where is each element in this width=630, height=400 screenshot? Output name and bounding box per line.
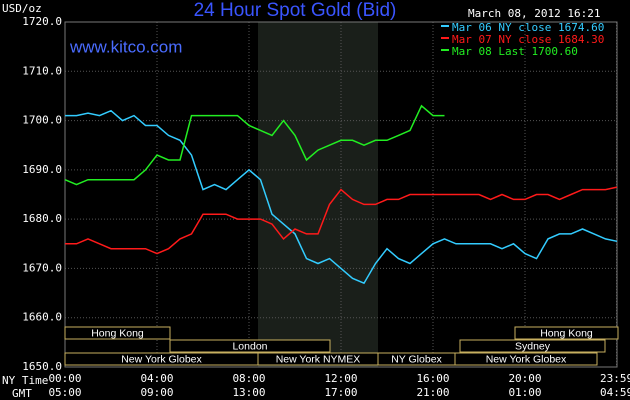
y-tick-label: 1650.0 <box>22 360 62 373</box>
session-label: Sydney <box>515 340 551 352</box>
session-bar <box>514 326 619 340</box>
session-bar <box>459 339 606 353</box>
x-tick-label: 08:00 <box>232 372 265 385</box>
x2-tick-label: 01:00 <box>508 386 541 399</box>
y-tick-label: 1670.0 <box>22 261 62 274</box>
x-tick-label: 23:59 <box>600 372 630 385</box>
session-label: Hong Kong <box>540 327 593 339</box>
y-tick-label: 1720.0 <box>22 15 62 28</box>
x2-tick-label: 17:00 <box>324 386 357 399</box>
x-tick-label: 16:00 <box>416 372 449 385</box>
x2-tick-label: 13:00 <box>232 386 265 399</box>
site: www.kitco.com <box>69 37 182 56</box>
session-bar <box>454 352 598 366</box>
y-tick-label: 1710.0 <box>22 64 62 77</box>
legend-entry: Mar 07 NY close 1684.30 <box>452 33 604 46</box>
series-line <box>65 109 618 285</box>
legend-swatch <box>441 25 449 27</box>
series-line <box>65 186 618 255</box>
chart-title: 24 Hour Spot Gold (Bid) <box>194 0 397 21</box>
y-label: USD/oz <box>2 2 42 15</box>
session-label: London <box>232 340 267 352</box>
session-bar <box>64 326 171 340</box>
y-tick-label: 1700.0 <box>22 114 62 127</box>
session-label: New York Globex <box>121 353 202 365</box>
session-label: NY Globex <box>391 353 442 365</box>
session-bar <box>169 339 331 353</box>
x-tick-label: 04:00 <box>140 372 173 385</box>
y-tick-label: 1690.0 <box>22 163 62 176</box>
nymex-shade <box>258 22 378 367</box>
x2-tick-label: 09:00 <box>140 386 173 399</box>
y-tick-label: 1660.0 <box>22 311 62 324</box>
session-label: New York Globex <box>486 353 567 365</box>
x2-row-label: GMT <box>12 387 32 400</box>
x-row-label: NY Time <box>2 374 48 387</box>
y-tick-label: 1680.0 <box>22 212 62 225</box>
plot-frame <box>64 21 618 368</box>
session-label: Hong Kong <box>91 327 144 339</box>
legend-swatch <box>441 37 449 39</box>
x-tick-label: 12:00 <box>324 372 357 385</box>
x2-tick-label: 21:00 <box>416 386 449 399</box>
legend-entry: Mar 06 NY close 1674.60 <box>452 21 604 34</box>
x2-tick-label: 04:59 <box>600 386 630 399</box>
x2-tick-label: 05:00 <box>48 386 81 399</box>
x-tick-label: 20:00 <box>508 372 541 385</box>
legend-swatch <box>441 49 449 51</box>
legend-entry: Mar 08 Last 1700.60 <box>452 45 578 58</box>
session-label: New York NYMEX <box>276 353 361 365</box>
series-line <box>64 104 445 186</box>
x-tick-label: 00:00 <box>48 372 81 385</box>
timestamp: March 08, 2012 16:21 <box>468 7 600 20</box>
